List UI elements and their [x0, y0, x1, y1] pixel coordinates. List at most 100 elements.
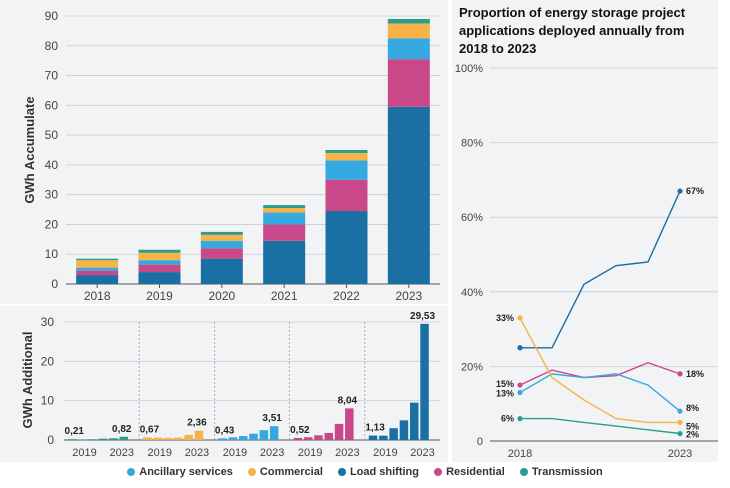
bar-segment-ancillary — [263, 212, 306, 225]
start-label: 33% — [496, 313, 514, 323]
bar-segment-ancillary — [138, 260, 181, 265]
bar-segment-ancillary — [76, 267, 119, 271]
chart-title: Proportion of energy storage project — [459, 5, 686, 20]
legend-label-load-shifting: Load shifting — [349, 466, 419, 478]
x-tick-label: 2023 — [260, 447, 284, 459]
legend-dot-residential — [434, 468, 443, 477]
point-end-load_shifting — [677, 188, 683, 194]
x-tick-label: 2019 — [373, 447, 397, 459]
bar-load_shifting-2022 — [410, 402, 419, 440]
y-tick-label: 40% — [461, 287, 483, 299]
bar-ancillary-2018 — [218, 438, 227, 440]
accumulate-chart: 0 10 20 30 40 50 60 70 80 90 GWh Accumulate 2018 201… — [0, 0, 448, 304]
bar-transmission-2020 — [88, 439, 98, 441]
bar-segment-ancillary — [200, 240, 243, 249]
end-label: 2% — [686, 430, 699, 440]
x-tick-label: 2019 — [223, 447, 247, 459]
bar-segment-load_shifting — [325, 211, 368, 284]
bar-segment-commercial — [76, 260, 119, 268]
y-tick-label: 0 — [477, 436, 483, 448]
bar-ancillary-2021 — [249, 433, 258, 440]
bar-segment-residential — [387, 59, 430, 107]
bar-segment-load_shifting — [387, 106, 430, 284]
y-tick-label: 20 — [41, 354, 55, 368]
x-tick-label: 2022 — [333, 289, 360, 303]
bar-load_shifting-2018 — [368, 435, 378, 440]
start-label: 6% — [501, 414, 514, 424]
bar-segment-commercial — [387, 23, 430, 39]
bar-segment-commercial — [138, 252, 181, 261]
legend-dot-transmission — [519, 468, 528, 477]
bar-transmission-2023 — [119, 436, 128, 440]
bar-commercial-2023 — [194, 430, 204, 440]
bar-commercial-2019 — [153, 437, 162, 440]
legend-item-residential: Residential — [434, 466, 505, 478]
end-label: 8% — [686, 403, 699, 413]
y-tick-label: 20% — [461, 361, 483, 373]
bar-segment-residential — [325, 179, 368, 212]
legend-dot-commercial — [247, 468, 256, 477]
legend-item-ancillary: Ancillary services — [127, 466, 233, 478]
x-tick-label: 2020 — [208, 289, 235, 303]
point-end-commercial — [677, 419, 683, 425]
y-tick-label: 40 — [45, 158, 59, 172]
value-label: 2,36 — [187, 418, 207, 429]
bar-load_shifting-2019 — [379, 435, 388, 440]
value-label: 0,67 — [140, 424, 160, 435]
bar-segment-transmission — [387, 18, 430, 24]
bar-segment-residential — [263, 224, 306, 241]
x-tick-label: 2023 — [668, 448, 692, 460]
bar-segment-load_shifting — [76, 275, 119, 284]
y-tick-label: 80% — [461, 138, 483, 150]
bar-load_shifting-2021 — [399, 420, 409, 440]
point-start-load_shifting — [517, 345, 523, 351]
bar-segment-transmission — [325, 150, 368, 153]
chart-title: applications deployed annually from — [459, 23, 684, 38]
bar-transmission-2018 — [68, 439, 77, 440]
line-load_shifting — [520, 190, 681, 349]
y-tick-label: 30 — [41, 315, 55, 329]
x-tick-label: 2019 — [72, 447, 96, 459]
bar-residential-2020 — [314, 435, 323, 440]
x-tick-label: 2019 — [146, 289, 173, 303]
bar-segment-commercial — [263, 208, 306, 213]
bar-ancillary-2019 — [228, 437, 238, 440]
additional-chart: 0 10 20 30 GWh Additional 0,21 0,82 2019 2023 0,6… — [0, 306, 448, 462]
value-label: 3,51 — [262, 413, 282, 424]
y-tick-label: 80 — [45, 39, 59, 53]
proportion-chart: Proportion of energy storage project appl… — [452, 0, 718, 462]
bar-ancillary-2020 — [239, 436, 248, 440]
bar-transmission-2019 — [78, 439, 87, 441]
y-tick-label: 30 — [45, 188, 59, 202]
x-tick-label: 2019 — [298, 447, 322, 459]
point-end-transmission — [677, 430, 683, 437]
bar-transmission-2022 — [109, 438, 118, 440]
value-label: 0,43 — [215, 425, 235, 436]
bar-segment-load_shifting — [200, 258, 243, 284]
x-tick-label: 2019 — [148, 447, 172, 459]
point-end-ancillary — [677, 408, 683, 414]
legend-dot-load-shifting — [337, 468, 346, 477]
bar-segment-load_shifting — [263, 240, 306, 284]
y-axis-label: GWh Additional — [20, 332, 35, 429]
x-tick-label: 2023 — [110, 447, 134, 459]
bar-segment-transmission — [138, 249, 181, 253]
y-tick-label: 0 — [51, 277, 58, 291]
bar-segment-ancillary — [387, 38, 430, 60]
legend-label-ancillary: Ancillary services — [139, 466, 233, 478]
bar-segment-transmission — [200, 231, 243, 235]
y-tick-label: 0 — [47, 433, 54, 447]
bar-ancillary-2023 — [269, 426, 279, 440]
point-start-residential — [517, 382, 523, 388]
bar-ancillary-2022 — [259, 430, 269, 440]
y-tick-label: 10 — [41, 394, 55, 408]
bar-residential-2018 — [293, 437, 303, 440]
legend: Ancillary services Commercial Load shift… — [0, 466, 730, 478]
legend-label-transmission: Transmission — [531, 466, 603, 478]
bar-residential-2019 — [303, 437, 313, 440]
value-label: 29,53 — [410, 311, 435, 322]
y-tick-label: 70 — [45, 69, 59, 83]
value-label: 0,82 — [112, 424, 132, 435]
bar-segment-ancillary — [325, 160, 368, 180]
